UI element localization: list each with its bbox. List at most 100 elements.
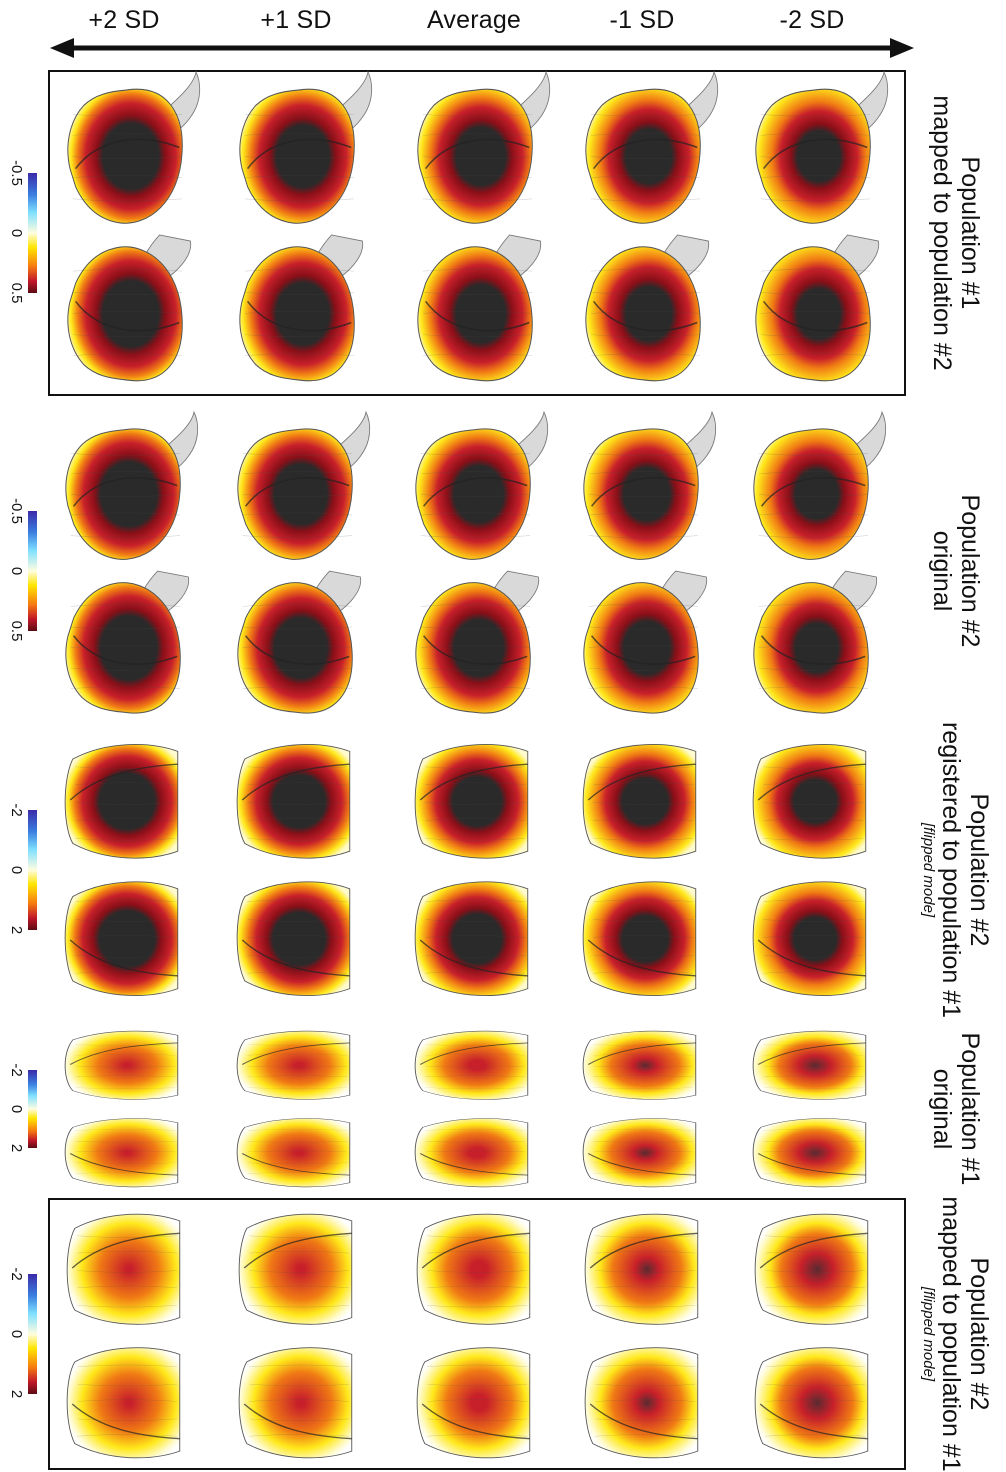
surface-cell: [60, 1026, 188, 1103]
colorbar-tick: 2: [8, 1143, 25, 1153]
cup-surface-map: [754, 1347, 869, 1459]
surface-cell: [748, 1115, 876, 1192]
surface-cell: [410, 1115, 538, 1192]
row-label-line3: [flipped mode]: [920, 1286, 937, 1382]
row-label: Population #1 original: [910, 1020, 1002, 1198]
cup-surface-map: [582, 1030, 697, 1100]
colorbar: -0.5 0 0.5: [0, 160, 44, 303]
surface-cell: [226, 410, 371, 565]
colorbar-gradient: [28, 1274, 37, 1394]
row-label-line1: Population #2: [965, 1257, 993, 1411]
colorbar-tick: 0: [8, 1329, 25, 1339]
row-label: Population #2 mapped to population #1 [fli…: [910, 1196, 1002, 1472]
row-label-line1: Population #2: [956, 494, 984, 648]
cup-surface-map: [236, 1030, 351, 1100]
row-label: Population #2 original: [910, 412, 1002, 730]
cup-surface-map: [752, 881, 867, 996]
cup-surface-map: [414, 881, 529, 996]
colorbar-tick: 2: [8, 925, 25, 935]
heart-surface-map: [417, 70, 551, 224]
surface-cell: [410, 876, 538, 1004]
surface-cell: [232, 876, 360, 1004]
surface-cell: [60, 876, 188, 1004]
cup-surface-map: [236, 881, 351, 996]
heart-surface-map: [65, 570, 190, 714]
cup-surface-map: [64, 1030, 179, 1100]
cup-surface-map: [64, 1118, 179, 1188]
heart-surface-map: [237, 570, 362, 714]
surface-cell: [234, 1206, 362, 1330]
surface-cell: [578, 876, 706, 1004]
colorbar: -0.5 0 0.5: [0, 498, 44, 641]
heart-surface-map: [755, 70, 889, 224]
row-label-line2: mapped to population #1: [937, 1196, 965, 1472]
surface-cell: [578, 1026, 706, 1103]
colorbar-tick: -0.5: [8, 160, 25, 186]
heart-surface-map: [237, 410, 371, 560]
surface-cell: [60, 1115, 188, 1192]
colorbar-tick: -2: [8, 1267, 25, 1281]
surface-cell: [404, 410, 549, 565]
colorbar-tick: -2: [8, 803, 25, 817]
surface-cell: [54, 410, 199, 565]
sd-range-arrow: [50, 38, 914, 58]
cup-surface-map: [582, 744, 697, 859]
panel-row3: [48, 730, 906, 1010]
surface-cell: [412, 1342, 540, 1466]
surface-cell: [750, 1342, 878, 1466]
surface-cell: [412, 1206, 540, 1330]
cup-surface-map: [416, 1213, 531, 1325]
surface-cell: [574, 234, 714, 392]
colorbar: -2 0 2: [0, 1267, 44, 1398]
heart-surface-map: [417, 234, 542, 382]
row-label-line1: Population #1: [956, 1032, 984, 1186]
row-label-line2: original: [928, 530, 956, 612]
surface-cell: [572, 570, 712, 724]
column-header: +2 SD: [88, 6, 160, 34]
colorbar-tick: -0.5: [8, 498, 25, 524]
surface-cell: [572, 410, 717, 565]
panel-row2: [48, 410, 906, 730]
surface-cell: [232, 1115, 360, 1192]
colorbar-tick: 0: [8, 566, 25, 576]
cup-surface-map: [584, 1347, 699, 1459]
surface-cell: [56, 70, 201, 229]
surface-cell: [748, 876, 876, 1004]
colorbar: -2 0 2: [0, 803, 44, 934]
colorbar-tick: 0: [8, 865, 25, 875]
cup-surface-map: [414, 744, 529, 859]
row-label-line2: original: [928, 1068, 956, 1150]
heart-surface-map: [239, 234, 364, 382]
surface-cell: [410, 1026, 538, 1103]
surface-cell: [748, 736, 876, 864]
surface-cell: [574, 70, 719, 229]
heart-surface-map: [585, 70, 719, 224]
surface-cell: [748, 1026, 876, 1103]
surface-cell: [406, 234, 546, 392]
cup-surface-map: [752, 744, 867, 859]
colorbar-tick: -2: [8, 1063, 25, 1077]
surface-cell: [54, 570, 194, 724]
row-label: Population #1 mapped to population #2: [910, 70, 1002, 396]
heart-surface-map: [753, 570, 878, 714]
surface-cell: [578, 736, 706, 864]
surface-cell: [410, 736, 538, 864]
cup-surface-map: [582, 1118, 697, 1188]
column-header: -1 SD: [609, 6, 675, 34]
colorbar-tick: 0: [8, 1104, 25, 1114]
surface-cell: [232, 1026, 360, 1103]
row-label-line1: Population #1: [956, 156, 984, 310]
surface-cell: [62, 1342, 190, 1466]
surface-cell: [744, 234, 884, 392]
cup-surface-map: [414, 1030, 529, 1100]
cup-surface-map: [416, 1347, 531, 1459]
surface-cell: [56, 234, 196, 392]
column-header: +1 SD: [260, 6, 332, 34]
cup-surface-map: [752, 1030, 867, 1100]
colorbar-gradient: [28, 810, 37, 930]
colorbar-tick: 0.5: [8, 282, 25, 304]
cup-surface-map: [238, 1347, 353, 1459]
heart-surface-map: [585, 234, 710, 382]
surface-cell: [232, 736, 360, 864]
cup-surface-map: [64, 881, 179, 996]
